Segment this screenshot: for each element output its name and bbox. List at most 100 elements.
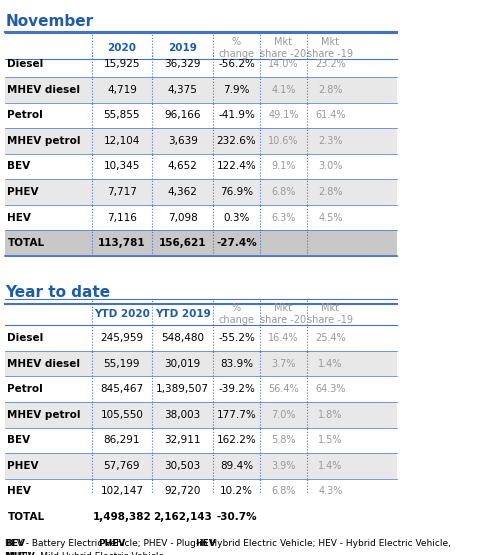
Text: 0.3%: 0.3% <box>223 213 250 223</box>
Text: Diesel: Diesel <box>7 59 44 69</box>
Text: 232.6%: 232.6% <box>216 136 256 146</box>
Text: YTD 2020: YTD 2020 <box>94 309 150 319</box>
Text: Year to date: Year to date <box>5 285 110 300</box>
Text: 7.9%: 7.9% <box>223 85 250 95</box>
Text: 3,639: 3,639 <box>168 136 198 146</box>
Text: 55,855: 55,855 <box>104 110 140 120</box>
FancyBboxPatch shape <box>5 427 397 453</box>
Text: 156,621: 156,621 <box>159 238 206 248</box>
Text: 61.4%: 61.4% <box>315 110 346 120</box>
Text: 5.8%: 5.8% <box>271 435 296 445</box>
Text: PHEV: PHEV <box>7 187 39 197</box>
Text: Petrol: Petrol <box>7 384 43 394</box>
Text: Mkt
share -19: Mkt share -19 <box>308 37 353 59</box>
Text: -55.2%: -55.2% <box>218 333 255 343</box>
Text: 89.4%: 89.4% <box>220 461 253 471</box>
Text: MHEV diesel: MHEV diesel <box>7 359 80 369</box>
Text: 3.0%: 3.0% <box>318 162 343 171</box>
Text: 49.1%: 49.1% <box>268 110 299 120</box>
Text: 2.8%: 2.8% <box>318 85 343 95</box>
Text: 38,003: 38,003 <box>165 410 201 420</box>
Text: 9.1%: 9.1% <box>271 162 296 171</box>
FancyBboxPatch shape <box>5 128 397 154</box>
FancyBboxPatch shape <box>5 103 397 128</box>
Text: 4.3%: 4.3% <box>318 486 343 497</box>
Text: 7,098: 7,098 <box>168 213 197 223</box>
Text: 2020: 2020 <box>108 43 136 53</box>
Text: MHEV petrol: MHEV petrol <box>7 136 81 146</box>
Text: 4.5%: 4.5% <box>318 213 343 223</box>
Text: MHEV diesel: MHEV diesel <box>7 85 80 95</box>
FancyBboxPatch shape <box>5 325 397 351</box>
Text: 105,550: 105,550 <box>100 410 144 420</box>
FancyBboxPatch shape <box>5 154 397 179</box>
Text: 10.6%: 10.6% <box>268 136 299 146</box>
Text: 76.9%: 76.9% <box>220 187 253 197</box>
Text: TOTAL: TOTAL <box>7 512 45 522</box>
Text: 16.4%: 16.4% <box>268 333 299 343</box>
Text: 14.0%: 14.0% <box>268 59 299 69</box>
Text: 1.8%: 1.8% <box>318 410 343 420</box>
Text: 7,116: 7,116 <box>107 213 137 223</box>
Text: 96,166: 96,166 <box>164 110 201 120</box>
Text: 4,362: 4,362 <box>168 187 198 197</box>
Text: 1,389,507: 1,389,507 <box>156 384 209 394</box>
Text: BEV: BEV <box>7 162 31 171</box>
Text: -30.7%: -30.7% <box>216 512 257 522</box>
Text: 25.4%: 25.4% <box>315 333 346 343</box>
Text: -39.2%: -39.2% <box>218 384 255 394</box>
Text: 548,480: 548,480 <box>161 333 204 343</box>
Text: BEV - Battery Electric Vehicle; PHEV - Plug-in Hybrid Electric Vehicle; HEV - Hy: BEV - Battery Electric Vehicle; PHEV - P… <box>5 538 451 548</box>
Text: 55,199: 55,199 <box>104 359 140 369</box>
Text: HEV: HEV <box>7 486 31 497</box>
Text: 3.9%: 3.9% <box>271 461 296 471</box>
Text: %
change: % change <box>218 37 254 59</box>
FancyBboxPatch shape <box>5 478 397 504</box>
Text: 15,925: 15,925 <box>104 59 140 69</box>
Text: PHEV: PHEV <box>98 538 125 548</box>
Text: 1.5%: 1.5% <box>318 435 343 445</box>
Text: HEV: HEV <box>7 213 31 223</box>
Text: Mkt
share -19: Mkt share -19 <box>308 303 353 325</box>
Text: 162.2%: 162.2% <box>216 435 256 445</box>
Text: Mkt
share -20: Mkt share -20 <box>260 37 307 59</box>
Text: 7,717: 7,717 <box>107 187 137 197</box>
Text: 6.8%: 6.8% <box>271 486 296 497</box>
FancyBboxPatch shape <box>5 179 397 205</box>
Text: 1.4%: 1.4% <box>318 359 343 369</box>
Text: YTD 2019: YTD 2019 <box>155 309 210 319</box>
Text: MHEV petrol: MHEV petrol <box>7 410 81 420</box>
Text: 1.4%: 1.4% <box>318 461 343 471</box>
Text: -27.4%: -27.4% <box>216 238 257 248</box>
FancyBboxPatch shape <box>5 351 397 376</box>
FancyBboxPatch shape <box>5 504 397 530</box>
Text: 64.3%: 64.3% <box>315 384 346 394</box>
Text: TOTAL: TOTAL <box>7 238 45 248</box>
Text: 245,959: 245,959 <box>100 333 144 343</box>
Text: 2019: 2019 <box>168 43 197 53</box>
Text: HEV: HEV <box>196 538 216 548</box>
Text: 30,503: 30,503 <box>165 461 201 471</box>
Text: 36,329: 36,329 <box>164 59 201 69</box>
Text: 4,652: 4,652 <box>168 162 198 171</box>
Text: BEV: BEV <box>7 435 31 445</box>
Text: MHEV - Mild Hybrid Electric Vehicle: MHEV - Mild Hybrid Electric Vehicle <box>5 552 165 555</box>
Text: 92,720: 92,720 <box>165 486 201 497</box>
Text: 177.7%: 177.7% <box>216 410 256 420</box>
Text: 2.3%: 2.3% <box>318 136 343 146</box>
FancyBboxPatch shape <box>5 402 397 427</box>
Text: 102,147: 102,147 <box>100 486 144 497</box>
FancyBboxPatch shape <box>5 230 397 256</box>
Text: Petrol: Petrol <box>7 110 43 120</box>
Text: Mkt
share -20: Mkt share -20 <box>260 303 307 325</box>
Text: 83.9%: 83.9% <box>220 359 253 369</box>
Text: 2.8%: 2.8% <box>318 187 343 197</box>
Text: 4,375: 4,375 <box>168 85 198 95</box>
FancyBboxPatch shape <box>5 52 397 77</box>
Text: 4.1%: 4.1% <box>271 85 296 95</box>
Text: 1,498,382: 1,498,382 <box>93 512 151 522</box>
Text: -41.9%: -41.9% <box>218 110 255 120</box>
Text: 7.0%: 7.0% <box>271 410 296 420</box>
Text: November: November <box>5 14 94 29</box>
Text: 12,104: 12,104 <box>104 136 140 146</box>
